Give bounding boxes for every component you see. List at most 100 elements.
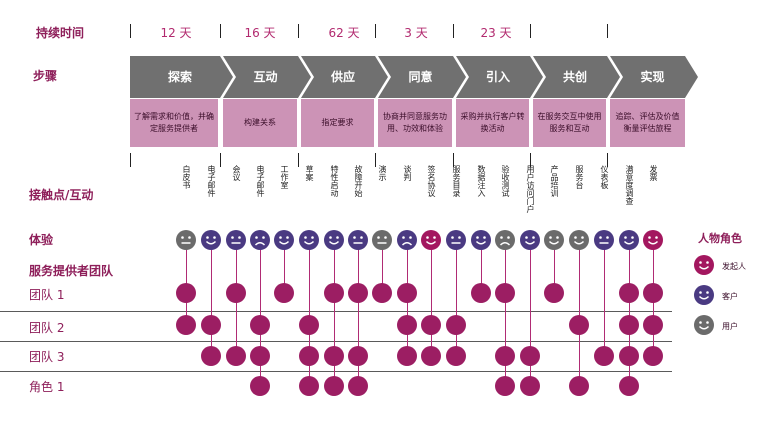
duration-value: 3 天 — [404, 26, 428, 40]
touchpoint-connector — [505, 240, 506, 386]
team-3-dot — [201, 346, 221, 366]
persona-customer-happy-face-icon — [324, 230, 344, 250]
duration-value: 23 天 — [480, 26, 512, 40]
touchpoint-label: 验收测试 — [499, 165, 511, 225]
touchpoint-text: 验收测试 — [501, 165, 510, 197]
persona-customer-happy-face-icon — [201, 230, 221, 250]
team1-label: 团队 1 — [29, 288, 65, 302]
touchpoint-text: 服务台 — [575, 165, 584, 189]
team-4-dot — [299, 376, 319, 396]
team-2-dot — [397, 315, 417, 335]
stage-arrow-cocreate — [533, 56, 620, 98]
team-2-dot — [643, 315, 663, 335]
duration-value: 12 天 — [160, 26, 192, 40]
touchpoint-connector — [604, 240, 605, 356]
experience-label: 体验 — [29, 233, 54, 247]
providers-label: 服务提供者团队 — [29, 264, 114, 278]
team-4-dot — [324, 376, 344, 396]
legend-customer-icon — [694, 285, 714, 305]
team-1-dot — [544, 283, 564, 303]
team-4-dot — [619, 376, 639, 396]
team-1-dot — [495, 283, 515, 303]
touchpoint-connector — [481, 240, 482, 293]
team-2-dot — [619, 315, 639, 335]
stage-arrow-onboard — [456, 56, 543, 98]
team-4-dot — [348, 376, 368, 396]
team-3-dot — [397, 346, 417, 366]
legend-initiator-icon — [694, 255, 714, 275]
team-1-dot — [619, 283, 639, 303]
team-2-dot — [569, 315, 589, 335]
touchpoint-connector — [211, 240, 212, 356]
stage-arrows — [130, 56, 698, 98]
touchpoint-text: 服务目录 — [452, 165, 461, 197]
team-1-dot — [397, 283, 417, 303]
persona-customer-happy-face-icon — [619, 230, 639, 250]
team3-label: 团队 3 — [29, 350, 65, 364]
duration-label: 持续时间 — [36, 26, 85, 40]
team-2-dot — [421, 315, 441, 335]
legend-user-icon — [694, 315, 714, 335]
stage-desc-engage: 构建关系 — [223, 99, 297, 147]
team-3-dot — [446, 346, 466, 366]
team-3-dot — [226, 346, 246, 366]
stage-desc-supply: 指定要求 — [301, 99, 374, 147]
touchpoint-label: 特性启动 — [328, 165, 340, 225]
persona-initiator-happy-face-icon — [421, 230, 441, 250]
legend-customer-label: 客户 — [722, 292, 738, 301]
touchpoint-label: 产品培训 — [548, 165, 560, 225]
team-3-dot — [619, 346, 639, 366]
team-3-dot — [324, 346, 344, 366]
touchpoint-text: 数据注入 — [477, 165, 486, 197]
legend-initiator-label: 发起人 — [722, 262, 746, 271]
touchpoint-connector — [284, 240, 285, 293]
team-row-separator — [0, 341, 672, 342]
touchpoint-text: 工作室 — [280, 165, 289, 189]
touchpoint-connector — [309, 240, 310, 386]
touchpoint-connector — [431, 240, 432, 356]
touchpoint-text: 电子邮件 — [256, 165, 265, 197]
team-3-dot — [520, 346, 540, 366]
stage-name-realize: 实现 — [640, 70, 665, 84]
stage-tick — [130, 153, 131, 167]
legend-user-label: 用户 — [722, 322, 738, 331]
persona-user-neutral-face-icon — [372, 230, 392, 250]
team-4-dot — [569, 376, 589, 396]
touchpoint-label: 演示 — [376, 165, 388, 225]
persona-customer-happy-face-icon — [471, 230, 491, 250]
persona-customer-neutral-face-icon — [348, 230, 368, 250]
touchpoint-label: 草案 — [303, 165, 315, 225]
stage-tick — [375, 153, 376, 167]
touchpoint-text: 草案 — [305, 165, 314, 181]
team-3-dot — [495, 346, 515, 366]
touchpoint-connector — [456, 240, 457, 356]
stage-desc-explore: 了解需求和价值，并确定服务提供者 — [130, 99, 218, 147]
team-3-dot — [299, 346, 319, 366]
touchpoint-connector — [629, 240, 630, 386]
persona-user-neutral-face-icon — [176, 230, 196, 250]
duration-tick — [453, 24, 454, 38]
stage-arrow-realize — [610, 56, 698, 98]
stage-desc-agree: 协商并同意服务功用、功效和体验 — [378, 99, 452, 147]
stage-desc-cocreate: 在服务交互中使用服务和互动 — [533, 99, 606, 147]
stage-name-supply: 供应 — [330, 70, 355, 84]
touchpoint-text: 故障开始 — [354, 165, 363, 197]
touchpoint-label: 数据注入 — [475, 165, 487, 225]
touchpoint-label: 会议 — [230, 165, 242, 225]
touchpoint-text: 特性启动 — [330, 165, 339, 197]
duration-tick — [375, 24, 376, 38]
stage-name-engage: 互动 — [253, 70, 278, 84]
touchpoint-connector — [554, 240, 555, 293]
touchpoint-text: 签名协议 — [427, 165, 436, 197]
team-row-separator — [0, 371, 672, 372]
team-1-dot — [348, 283, 368, 303]
touchpoint-connector — [358, 240, 359, 386]
touchpoint-label: 故障开始 — [352, 165, 364, 225]
team-2-dot — [201, 315, 221, 335]
touchpoint-label: 满意度调查 — [623, 165, 635, 225]
persona-initiator-happy-face-icon — [643, 230, 663, 250]
team-2-dot — [299, 315, 319, 335]
team-2-dot — [176, 315, 196, 335]
touchpoint-text: 用户访问门户 — [526, 165, 535, 213]
touchpoint-text: 白皮书 — [182, 165, 191, 189]
